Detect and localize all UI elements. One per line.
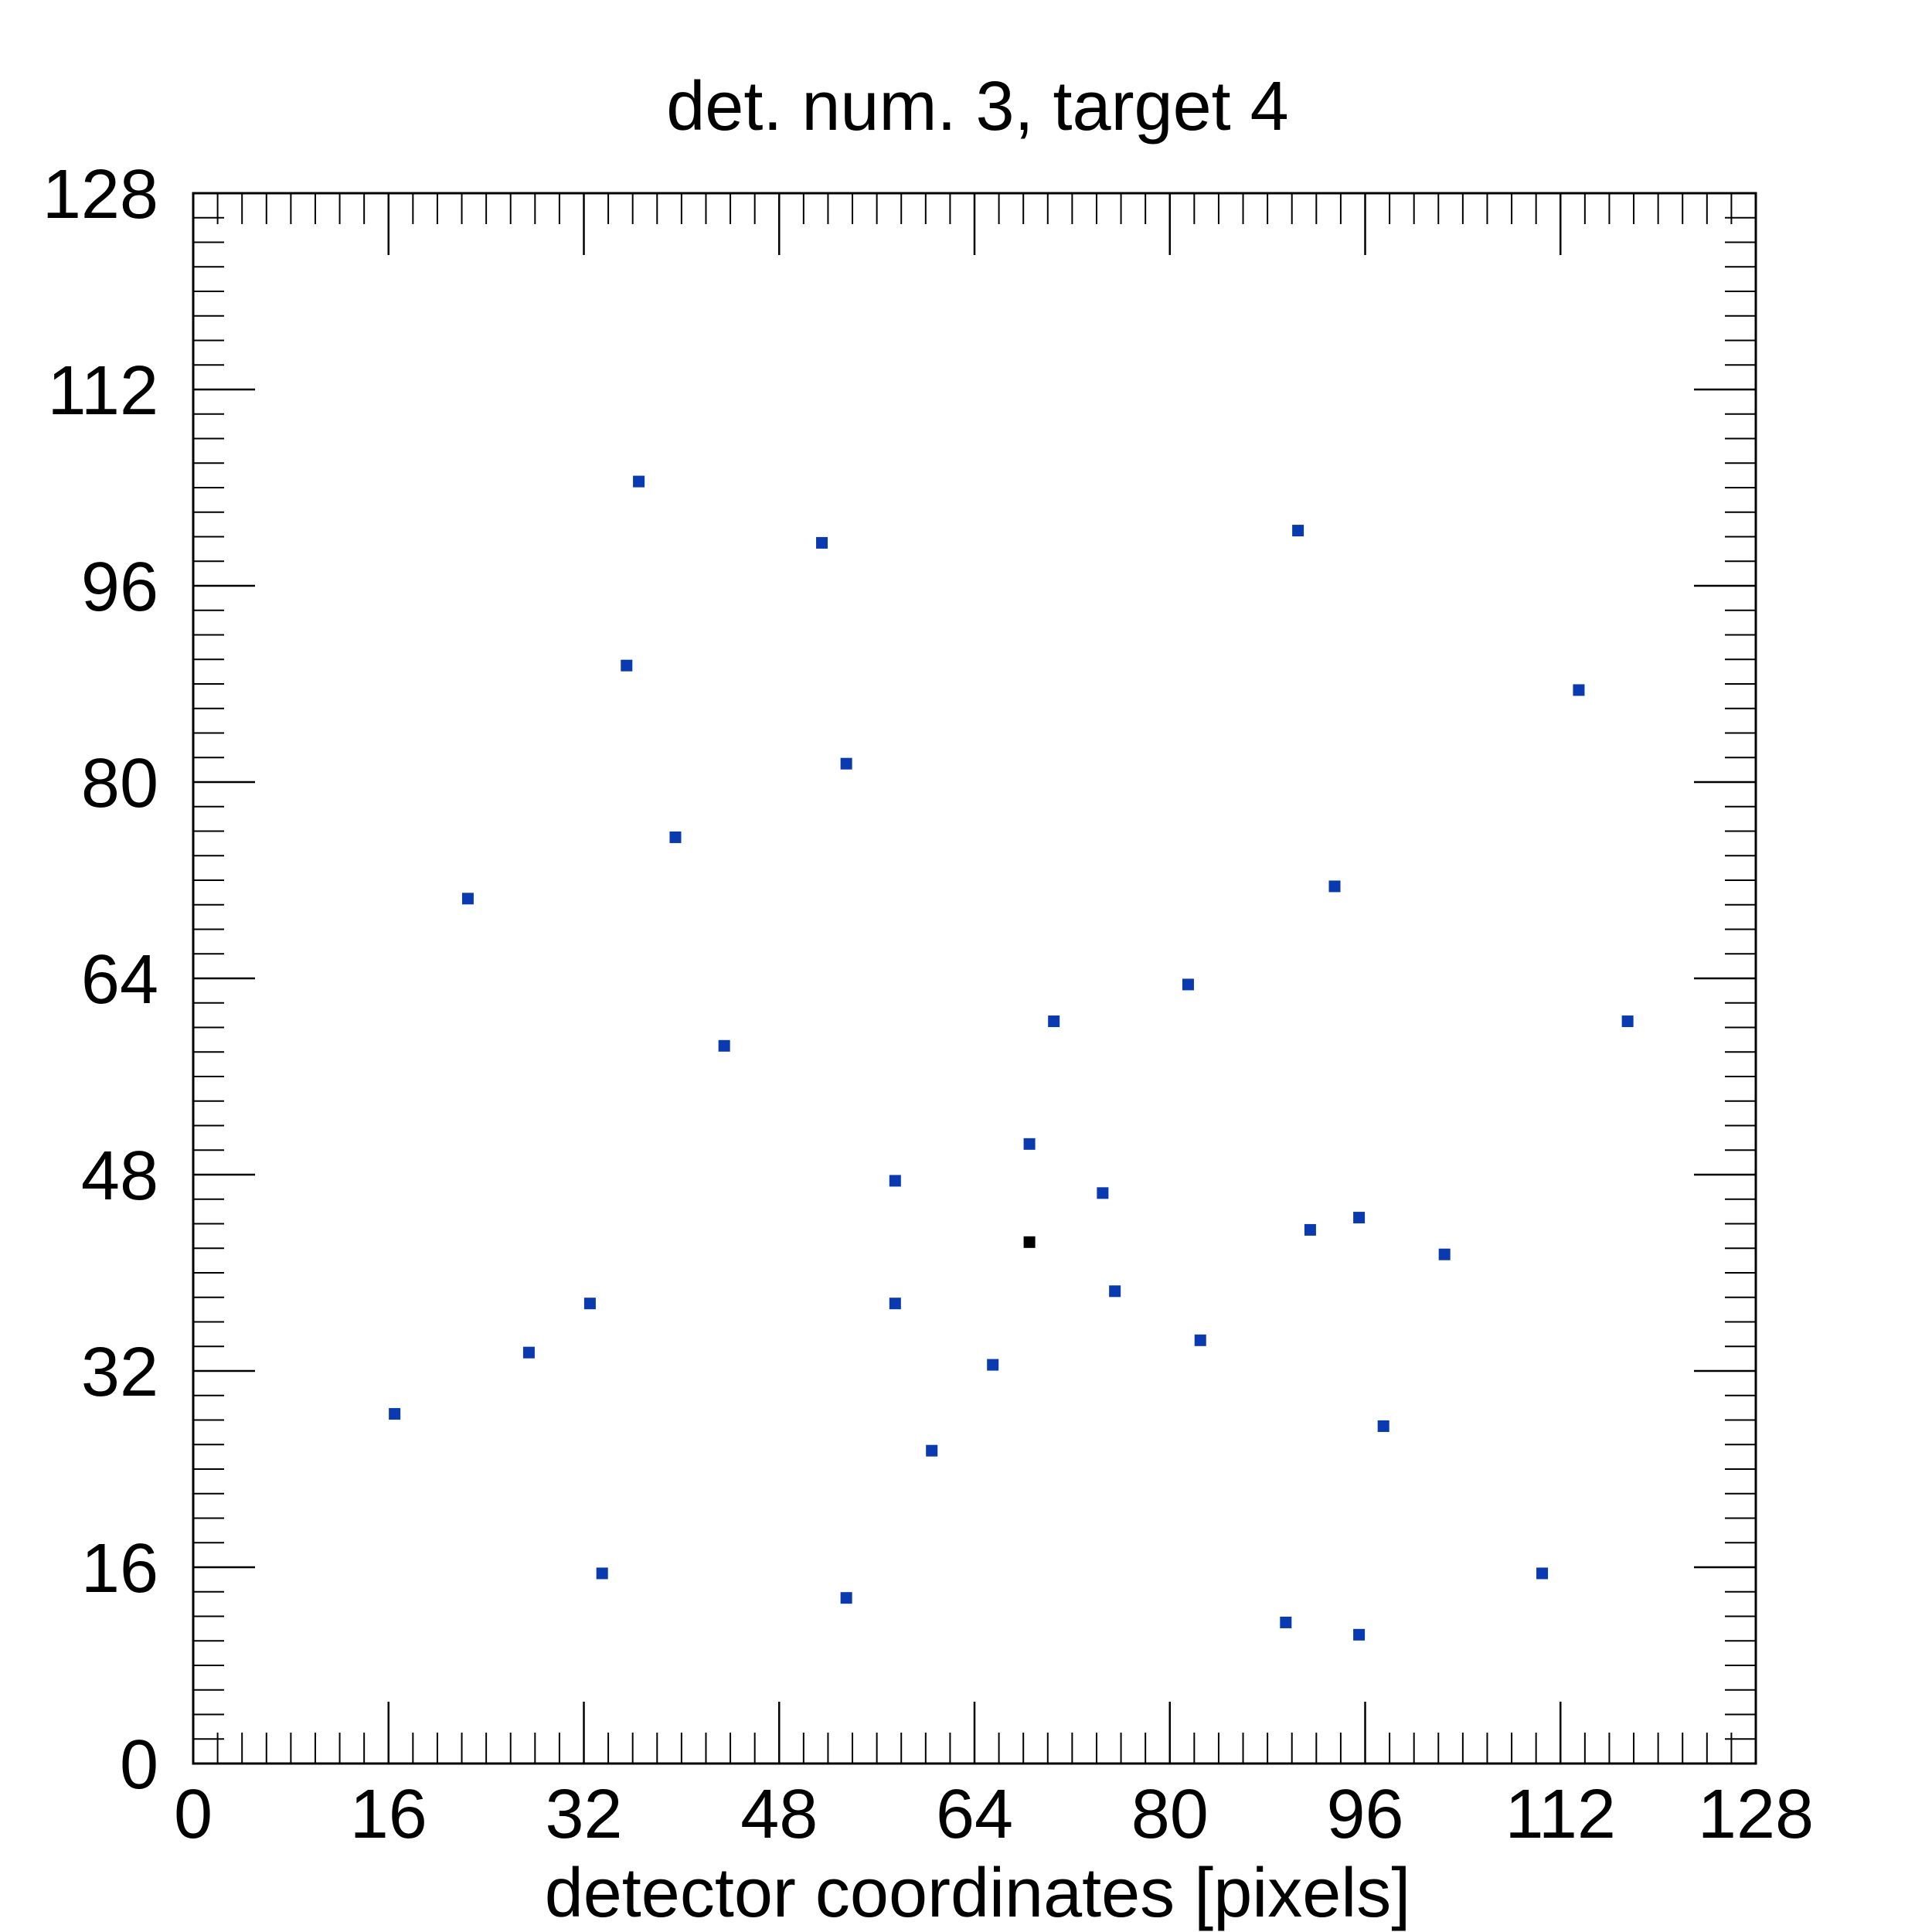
data-point — [1023, 1138, 1036, 1150]
x-tick-label: 64 — [936, 1776, 1013, 1853]
y-tick-labels: 0 16 32 48 64 80 96 112 128 — [43, 156, 158, 1804]
data-point — [461, 893, 474, 905]
data-point — [718, 1039, 730, 1052]
data-point — [389, 1408, 401, 1420]
x-tick-label: 0 — [174, 1776, 213, 1853]
x-axis-title: detector coordinates [pixels] — [545, 1855, 1411, 1932]
data-point — [596, 1567, 608, 1580]
x-tick-label: 112 — [1505, 1776, 1616, 1853]
highlight-point — [1023, 1236, 1036, 1248]
y-tick-label: 128 — [43, 156, 158, 233]
data-point — [1353, 1212, 1366, 1224]
data-point — [621, 659, 633, 672]
data-point — [1292, 525, 1304, 537]
data-point — [1182, 978, 1194, 991]
data-point — [1438, 1248, 1451, 1260]
plot-frame — [192, 192, 1757, 1765]
data-point — [926, 1444, 938, 1457]
y-tick-label: 32 — [81, 1334, 158, 1411]
y-tick-label: 96 — [81, 549, 158, 626]
chart-title: det. num. 3, target 4 — [666, 68, 1288, 145]
data-point — [669, 831, 682, 843]
data-point — [522, 1346, 535, 1359]
data-point — [1109, 1285, 1121, 1298]
data-point — [1377, 1420, 1389, 1432]
data-point — [1280, 1616, 1292, 1628]
data-point — [840, 1592, 852, 1604]
data-point — [1621, 1015, 1634, 1028]
data-point — [816, 536, 828, 549]
x-tick-label: 80 — [1131, 1776, 1209, 1853]
y-tick-label: 48 — [81, 1138, 158, 1215]
data-point — [889, 1175, 901, 1187]
minor-ticks — [193, 193, 1756, 1764]
data-points — [389, 475, 1634, 1641]
data-point — [987, 1359, 999, 1371]
x-tick-label: 128 — [1698, 1776, 1814, 1853]
x-tick-label: 16 — [350, 1776, 427, 1853]
data-point — [1353, 1628, 1366, 1641]
y-tick-label: 16 — [81, 1530, 158, 1607]
data-point — [1097, 1187, 1109, 1199]
data-point — [840, 757, 852, 770]
data-point — [583, 1298, 596, 1310]
data-point — [1048, 1015, 1060, 1028]
x-tick-labels: 0 16 32 48 64 80 96 112 128 — [174, 1776, 1814, 1853]
data-point — [1304, 1223, 1316, 1236]
y-tick-label: 0 — [120, 1726, 158, 1804]
major-ticks — [192, 192, 1757, 1765]
y-tick-label: 80 — [81, 745, 158, 822]
y-tick-label: 64 — [81, 941, 158, 1019]
x-tick-label: 96 — [1326, 1776, 1403, 1853]
data-point — [1328, 880, 1341, 893]
y-tick-label: 112 — [48, 352, 158, 430]
data-point — [633, 475, 645, 488]
x-tick-label: 32 — [545, 1776, 622, 1853]
x-tick-label: 48 — [740, 1776, 818, 1853]
data-point — [1573, 684, 1585, 696]
data-point — [1536, 1567, 1549, 1580]
data-point — [889, 1298, 901, 1310]
data-point — [1194, 1334, 1206, 1346]
